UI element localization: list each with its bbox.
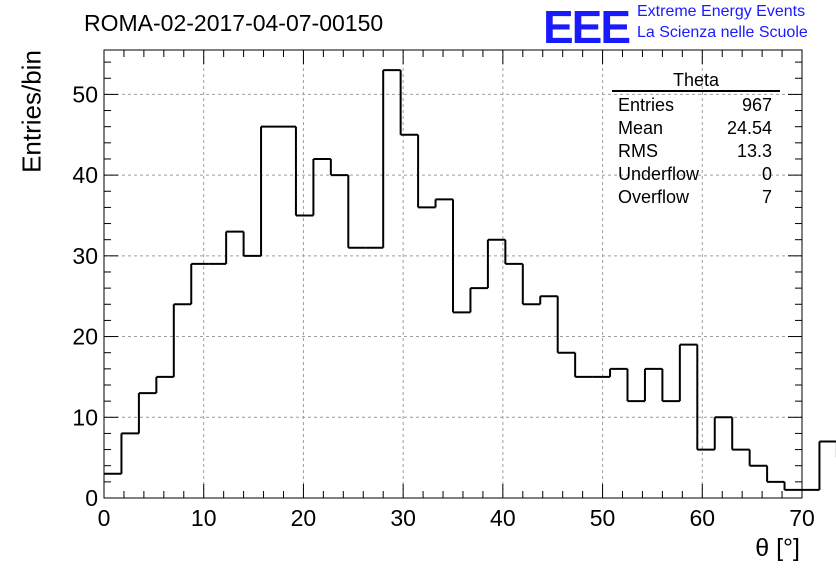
stats-label: Entries [618, 95, 675, 115]
y-tick-label: 50 [72, 81, 98, 107]
y-tick-label: 0 [85, 485, 98, 511]
stats-label: Mean [618, 118, 664, 138]
x-tick-label: 0 [98, 505, 111, 531]
y-tick-label: 40 [72, 162, 98, 188]
y-tick-label: 30 [72, 243, 98, 269]
x-tick-label: 60 [689, 505, 715, 531]
y-tick-label: 10 [72, 404, 98, 430]
plot-frame [103, 49, 803, 499]
stats-value: 967 [741, 95, 772, 115]
stats-value: 24.54 [726, 118, 772, 138]
stats-value: 7 [761, 187, 772, 207]
stats-value: 13.3 [736, 141, 772, 161]
stats-row: Mean 24.54 [612, 117, 780, 140]
x-tick-label: 20 [291, 505, 317, 531]
stats-label: Overflow [618, 187, 690, 207]
stats-row: RMS 13.3 [612, 140, 780, 163]
stats-row: Underflow 0 [612, 163, 780, 186]
stats-row: Entries 967 [612, 94, 780, 117]
x-tick-label: 40 [490, 505, 516, 531]
x-tick-label: 30 [390, 505, 416, 531]
stats-value: 0 [761, 164, 772, 184]
x-tick-label: 50 [590, 505, 616, 531]
x-tick-label: 70 [789, 505, 815, 531]
eee-logo: EEE [543, 1, 631, 53]
stats-title: Theta [612, 70, 780, 92]
stats-label: Underflow [618, 164, 700, 184]
run-title: ROMA-02-2017-04-07-00150 [84, 10, 384, 36]
stats-row: Overflow 7 [612, 186, 780, 209]
stats-box: Theta Entries 967 Mean 24.54 RMS 13.3 Under… [612, 70, 780, 209]
y-axis-label: Entries/bin [16, 50, 47, 173]
x-tick-label: 10 [191, 505, 217, 531]
x-axis-label: θ [°] [755, 534, 800, 562]
logo-line-2: La Scienza nelle Scuole [637, 24, 808, 41]
stats-label: RMS [618, 141, 658, 161]
logo-line-1: Extreme Energy Events [637, 3, 806, 20]
y-tick-label: 20 [72, 324, 98, 350]
